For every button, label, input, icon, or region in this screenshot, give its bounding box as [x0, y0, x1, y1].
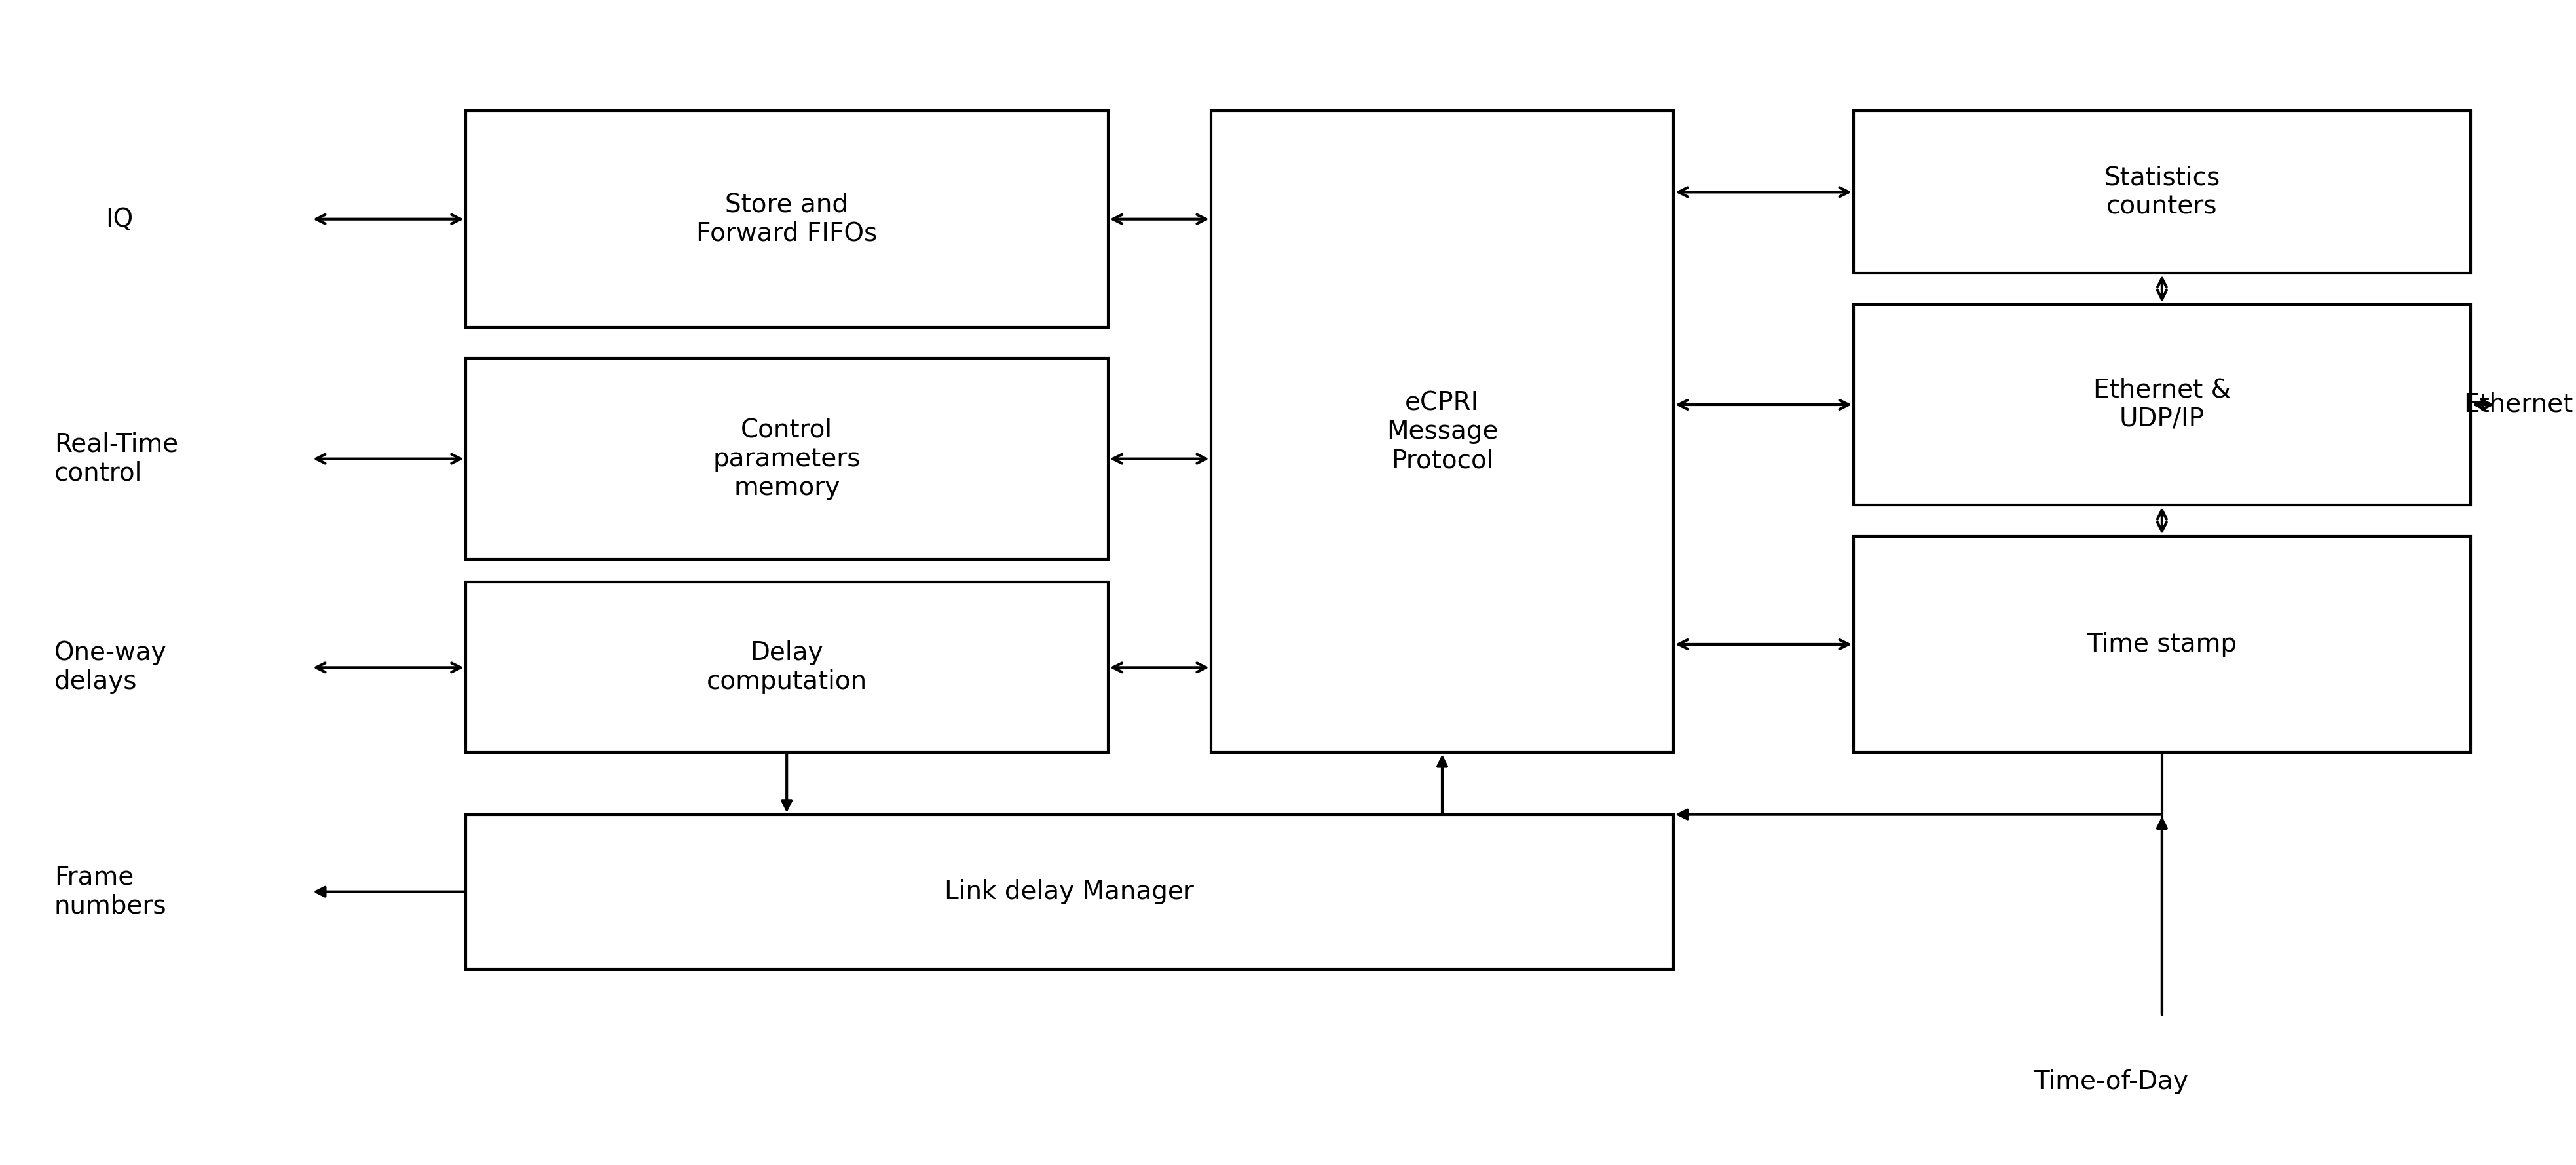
Text: eCPRI
Message
Protocol: eCPRI Message Protocol: [1386, 390, 1499, 473]
Bar: [1855, 536, 2470, 753]
Bar: [466, 582, 1108, 753]
Text: Real-Time
control: Real-Time control: [54, 432, 178, 486]
Text: Ethernet: Ethernet: [2463, 393, 2573, 417]
Bar: [1855, 304, 2470, 506]
Text: Time stamp: Time stamp: [2087, 631, 2236, 657]
Text: Link delay Manager: Link delay Manager: [945, 880, 1195, 904]
Text: Store and
Forward FIFOs: Store and Forward FIFOs: [696, 192, 878, 246]
Text: Statistics
counters: Statistics counters: [2105, 165, 2221, 219]
Bar: [1855, 111, 2470, 274]
Text: Control
parameters
memory: Control parameters memory: [714, 417, 860, 500]
Text: Frame
numbers: Frame numbers: [54, 864, 167, 918]
Bar: [1211, 111, 1674, 753]
Bar: [466, 359, 1108, 559]
Text: One-way
delays: One-way delays: [54, 641, 167, 694]
Bar: [466, 111, 1108, 327]
Bar: [466, 814, 1674, 969]
Text: Delay
computation: Delay computation: [706, 641, 868, 694]
Text: IQ: IQ: [106, 206, 134, 232]
Text: Time-of-Day: Time-of-Day: [2032, 1069, 2187, 1094]
Text: Ethernet &
UDP/IP: Ethernet & UDP/IP: [2094, 377, 2231, 431]
